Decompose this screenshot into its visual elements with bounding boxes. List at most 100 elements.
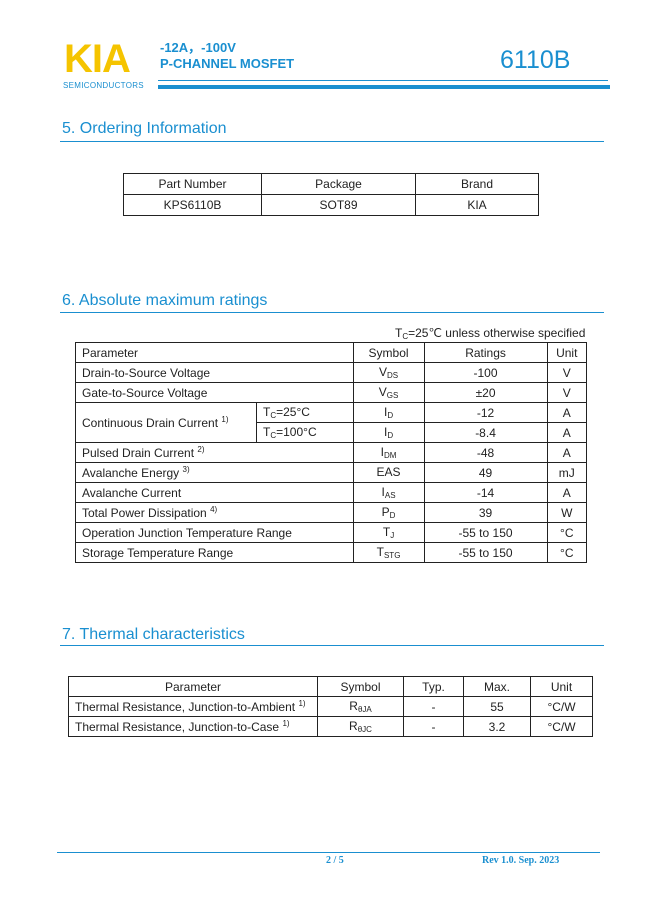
header-cell: Unit <box>530 676 593 697</box>
unit-cell: A <box>546 422 588 443</box>
symbol-cell: VDS <box>352 362 425 383</box>
table-header-row: Parameter Symbol Typ. Max. Unit <box>68 676 593 697</box>
condition-note: TC=25℃ unless otherwise specified <box>395 326 586 341</box>
unit-cell: °C <box>546 542 588 563</box>
product-spec: -12A，-100V P-CHANNEL MOSFET <box>160 40 294 72</box>
section-title-ordering: 5. Ordering Information <box>62 120 227 137</box>
table-row: Drain-to-Source Voltage VDS -100 V <box>75 362 588 383</box>
unit-cell: A <box>546 482 588 503</box>
section-divider <box>60 141 604 142</box>
header-cell: Max. <box>463 676 531 697</box>
table-row: Thermal Resistance, Junction-to-Ambient … <box>68 696 593 717</box>
header-cell: Part Number <box>123 173 262 195</box>
logo-subtitle: SEMICONDUCTORS <box>63 81 144 90</box>
unit-cell: mJ <box>546 462 588 483</box>
kia-logo: KIA <box>64 37 131 81</box>
unit-cell: W <box>546 502 588 523</box>
typ-cell: - <box>403 696 464 717</box>
header-cell: Symbol <box>317 676 404 697</box>
header-cell: Brand <box>415 173 539 195</box>
table-row: Avalanche Current IAS -14 A <box>75 482 588 503</box>
param-cell: Avalanche Energy 3) <box>75 462 354 483</box>
cell: KPS6110B <box>123 194 262 216</box>
rating-cell: -8.4 <box>423 422 548 443</box>
symbol-cell: PD <box>352 502 425 523</box>
rating-cell: -55 to 150 <box>423 522 548 543</box>
revision: Rev 1.0. Sep. 2023 <box>482 855 560 866</box>
unit-cell: °C/W <box>530 716 593 737</box>
cell: KIA <box>415 194 539 216</box>
param-cell: Avalanche Current <box>75 482 354 503</box>
rating-cell: -14 <box>423 482 548 503</box>
rating-cell: ±20 <box>423 382 548 403</box>
param-cell: Thermal Resistance, Junction-to-Case 1) <box>68 716 318 737</box>
symbol-cell: ID <box>352 402 425 423</box>
absolute-max-table: Parameter Symbol Ratings Unit Drain-to-Sourc… <box>75 342 588 563</box>
unit-cell: A <box>546 442 588 463</box>
symbol-cell: EAS <box>352 462 425 483</box>
max-cell: 55 <box>463 696 531 717</box>
table-header-row: Parameter Symbol Ratings Unit <box>75 342 588 363</box>
header-cell: Parameter <box>68 676 318 697</box>
param-cell: Operation Junction Temperature Range <box>75 522 354 543</box>
header-divider <box>158 80 608 81</box>
symbol-cell: IDM <box>352 442 425 463</box>
param-cell: Continuous Drain Current 1) <box>75 402 257 443</box>
part-number: 6110B <box>500 46 571 74</box>
param-cell: Gate-to-Source Voltage <box>75 382 354 403</box>
table-row: Avalanche Energy 3) EAS 49 mJ <box>75 462 588 483</box>
section-divider <box>60 645 604 646</box>
unit-cell: A <box>546 402 588 423</box>
table-row: Pulsed Drain Current 2) IDM -48 A <box>75 442 588 463</box>
section-divider <box>60 312 604 313</box>
symbol-cell: TJ <box>352 522 425 543</box>
typ-cell: - <box>403 716 464 737</box>
condition-cell: TC=25°C <box>256 402 354 423</box>
table-row: Gate-to-Source Voltage VGS ±20 V <box>75 382 588 403</box>
condition-cell: TC=100°C <box>256 422 354 443</box>
param-cell: Storage Temperature Range <box>75 542 354 563</box>
symbol-cell: IAS <box>352 482 425 503</box>
header-cell: Parameter <box>75 342 354 363</box>
header-bar <box>158 85 610 89</box>
header-cell: Ratings <box>423 342 548 363</box>
thermal-table: Parameter Symbol Typ. Max. Unit Thermal Resis… <box>68 676 593 737</box>
ordering-table: Part Number Package Brand KPS6110B SOT89 KIA <box>123 173 539 216</box>
symbol-cell: ID <box>352 422 425 443</box>
rating-cell: -100 <box>423 362 548 383</box>
param-cell: Drain-to-Source Voltage <box>75 362 354 383</box>
header-cell: Typ. <box>403 676 464 697</box>
symbol-cell: VGS <box>352 382 425 403</box>
max-cell: 3.2 <box>463 716 531 737</box>
symbol-cell: RθJA <box>317 696 404 717</box>
table-row: Continuous Drain Current 1) TC=25°C ID -12 A <box>75 402 588 443</box>
table-row: TC=100°C ID -8.4 A <box>76 422 588 443</box>
cell: SOT89 <box>261 194 416 216</box>
section-title-thermal: 7. Thermal characteristics <box>62 626 245 643</box>
unit-cell: V <box>546 362 588 383</box>
unit-cell: V <box>546 382 588 403</box>
header-cell: Symbol <box>352 342 425 363</box>
rating-cell: -48 <box>423 442 548 463</box>
table-header-row: Part Number Package Brand <box>123 173 539 195</box>
type-line: P-CHANNEL MOSFET <box>160 56 295 71</box>
section-title-absmax: 6. Absolute maximum ratings <box>62 292 268 309</box>
header-cell: Package <box>261 173 416 195</box>
rating-cell: -12 <box>423 402 548 423</box>
header-cell: Unit <box>546 342 588 363</box>
rating-cell: -55 to 150 <box>423 542 548 563</box>
param-cell: Pulsed Drain Current 2) <box>75 442 354 463</box>
table-row: Thermal Resistance, Junction-to-Case 1) R… <box>68 716 593 737</box>
spec-line: -12A，-100V <box>160 40 236 55</box>
param-cell: Total Power Dissipation 4) <box>75 502 354 523</box>
table-row: Total Power Dissipation 4) PD 39 W <box>75 502 588 523</box>
rating-cell: 49 <box>423 462 548 483</box>
table-row: Operation Junction Temperature Range TJ -… <box>75 522 588 543</box>
page-number: 2 / 5 <box>326 855 344 866</box>
symbol-cell: TSTG <box>352 542 425 563</box>
param-cell: Thermal Resistance, Junction-to-Ambient … <box>68 696 318 717</box>
table-row: Storage Temperature Range TSTG -55 to 150… <box>75 542 588 563</box>
footer-divider <box>57 852 600 853</box>
rating-cell: 39 <box>423 502 548 523</box>
